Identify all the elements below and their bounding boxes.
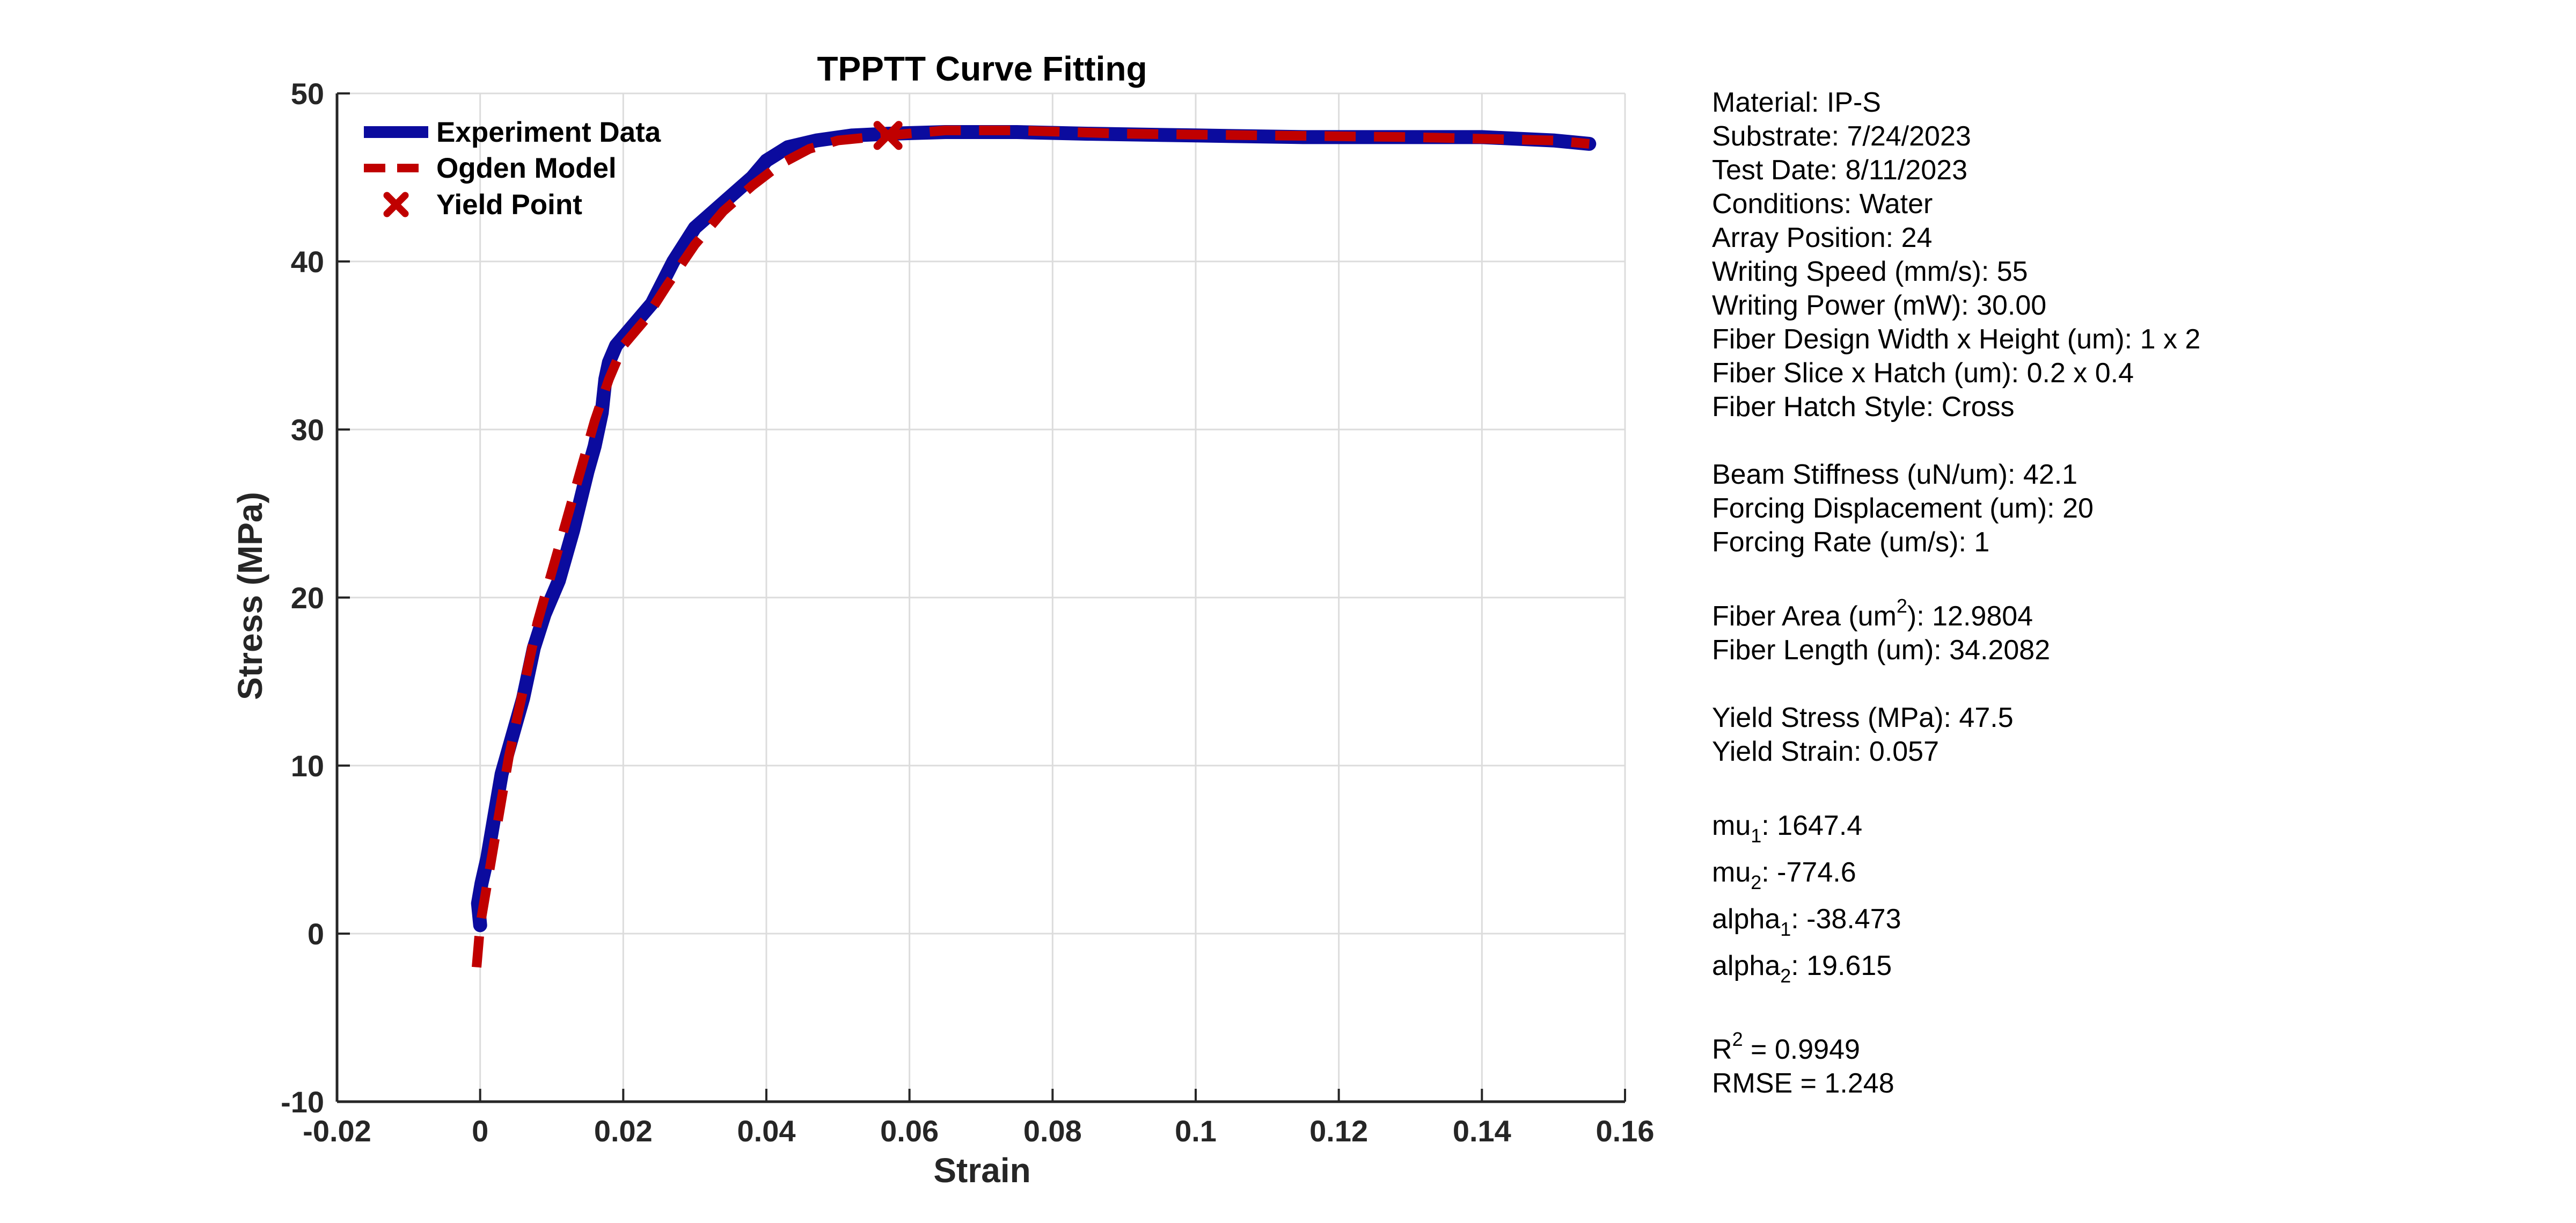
array-position-text: Array Position: 24: [1712, 222, 1933, 253]
yield-point-marker: [873, 121, 903, 150]
alpha2-text: alpha2: 19.615: [1712, 943, 2517, 989]
tick-labels: -0.02 0 0.02 0.04 0.06 0.08 0.1 0.12 0.14 0.16 -10…: [281, 77, 1654, 1148]
mu1-label: mu: [1712, 810, 1751, 841]
legend-label-experiment-data: Experiment Data: [436, 117, 661, 148]
conditions-text: Conditions: Water: [1712, 188, 1933, 220]
x-tick-label: 0.04: [737, 1114, 796, 1148]
fiber-slice-text: Fiber Slice x Hatch (um): 0.2 x 0.4: [1712, 358, 2134, 389]
alpha1-label: alpha: [1712, 904, 1781, 935]
chart-title: TPPTT Curve Fitting: [817, 49, 1147, 88]
alpha2-subscript: 2: [1780, 965, 1791, 987]
x-tick-label: 0.14: [1453, 1114, 1511, 1148]
series-line-experiment-data: [471, 125, 1597, 933]
alpha2-value: : 19.615: [1791, 950, 1892, 981]
x-tick-label: -0.02: [303, 1114, 371, 1148]
mu1-text: mu1: 1647.4: [1712, 803, 2517, 849]
fiber-hatch-style-text: Fiber Hatch Style: Cross: [1712, 391, 2015, 423]
x-tick-label: 0.02: [594, 1114, 653, 1148]
x-tick-label: 0.06: [880, 1114, 939, 1148]
yield-marker-stroke: [873, 121, 903, 150]
alpha2-label: alpha: [1712, 950, 1781, 981]
r-squared-label: R: [1712, 1034, 1732, 1065]
y-tick-label: 10: [291, 749, 324, 783]
mu1-value: : 1647.4: [1761, 810, 1863, 841]
fiber-area-value: ): 12.9804: [1907, 601, 2033, 632]
mu2-value: : -774.6: [1761, 857, 1856, 888]
y-tick-label: -10: [281, 1085, 324, 1119]
spacer: [1712, 667, 2517, 701]
mu2-text: mu2: -774.6: [1712, 849, 2517, 896]
r-squared-value: = 0.9949: [1743, 1034, 1860, 1065]
x-tick-label: 0.08: [1023, 1114, 1082, 1148]
legend-label-yield-point: Yield Point: [436, 189, 582, 221]
x-tick-label: 0.1: [1175, 1114, 1217, 1148]
y-tick-label: 30: [291, 413, 324, 447]
test-parameters-panel: Material: IP-S Substrate: 7/24/2023 Test…: [1712, 86, 2517, 1101]
fiber-area-label: Fiber Area (um: [1712, 601, 1897, 632]
spacer: [1712, 424, 2517, 458]
writing-speed-text: Writing Speed (mm/s): 55: [1712, 256, 2028, 287]
legend: Experiment Data Ogden Model Yield Point: [364, 117, 661, 221]
r-squared-superscript: 2: [1732, 1028, 1743, 1050]
alpha1-value: : -38.473: [1791, 904, 1901, 935]
spacer: [1712, 989, 2517, 1023]
beam-stiffness-text: Beam Stiffness (uN/um): 42.1: [1712, 459, 2078, 490]
fiber-area-superscript: 2: [1896, 595, 1907, 617]
y-tick-label: 40: [291, 245, 324, 279]
alpha1-subscript: 1: [1780, 918, 1791, 940]
test-date-text: Test Date: 8/11/2023: [1712, 155, 1968, 186]
spacer: [1712, 559, 2517, 593]
y-axis-label: Stress (MPa): [231, 492, 269, 700]
legend-swatch-yield-point: [383, 192, 409, 217]
x-axis-label: Strain: [933, 1151, 1030, 1190]
r-squared-text: R2 = 0.9949: [1712, 1030, 2517, 1067]
fiber-design-text: Fiber Design Width x Height (um): 1 x 2: [1712, 324, 2201, 355]
writing-power-text: Writing Power (mW): 30.00: [1712, 290, 2047, 321]
grid-lines: [336, 92, 1626, 1103]
axes: [335, 92, 1626, 1103]
rmse-text: RMSE = 1.248: [1712, 1068, 1894, 1099]
mu1-subscript: 1: [1751, 825, 1762, 847]
x-tick-label: 0.12: [1309, 1114, 1368, 1148]
mu2-label: mu: [1712, 857, 1751, 888]
y-tick-label: 20: [291, 581, 324, 615]
forcing-displacement-text: Forcing Displacement (um): 20: [1712, 493, 2094, 524]
fiber-area-text: Fiber Area (um2): 12.9804: [1712, 596, 2517, 634]
series-line-ogden-model: [472, 125, 1590, 968]
substrate-text: Substrate: 7/24/2023: [1712, 121, 1971, 152]
fiber-length-text: Fiber Length (um): 34.2082: [1712, 635, 2051, 666]
mu2-subscript: 2: [1751, 871, 1762, 893]
yield-strain-text: Yield Strain: 0.057: [1712, 736, 1940, 767]
alpha1-text: alpha1: -38.473: [1712, 896, 2517, 943]
yield-stress-text: Yield Stress (MPa): 47.5: [1712, 702, 2014, 733]
series-layer: [471, 121, 1597, 968]
y-tick-label: 0: [308, 917, 324, 951]
spacer: [1712, 769, 2517, 803]
forcing-rate-text: Forcing Rate (um/s): 1: [1712, 527, 1990, 558]
material-text: Material: IP-S: [1712, 87, 1881, 118]
legend-label-ogden-model: Ogden Model: [436, 152, 617, 184]
x-tick-label: 0.16: [1596, 1114, 1655, 1148]
y-tick-label: 50: [291, 77, 324, 111]
x-tick-label: 0: [472, 1114, 488, 1148]
